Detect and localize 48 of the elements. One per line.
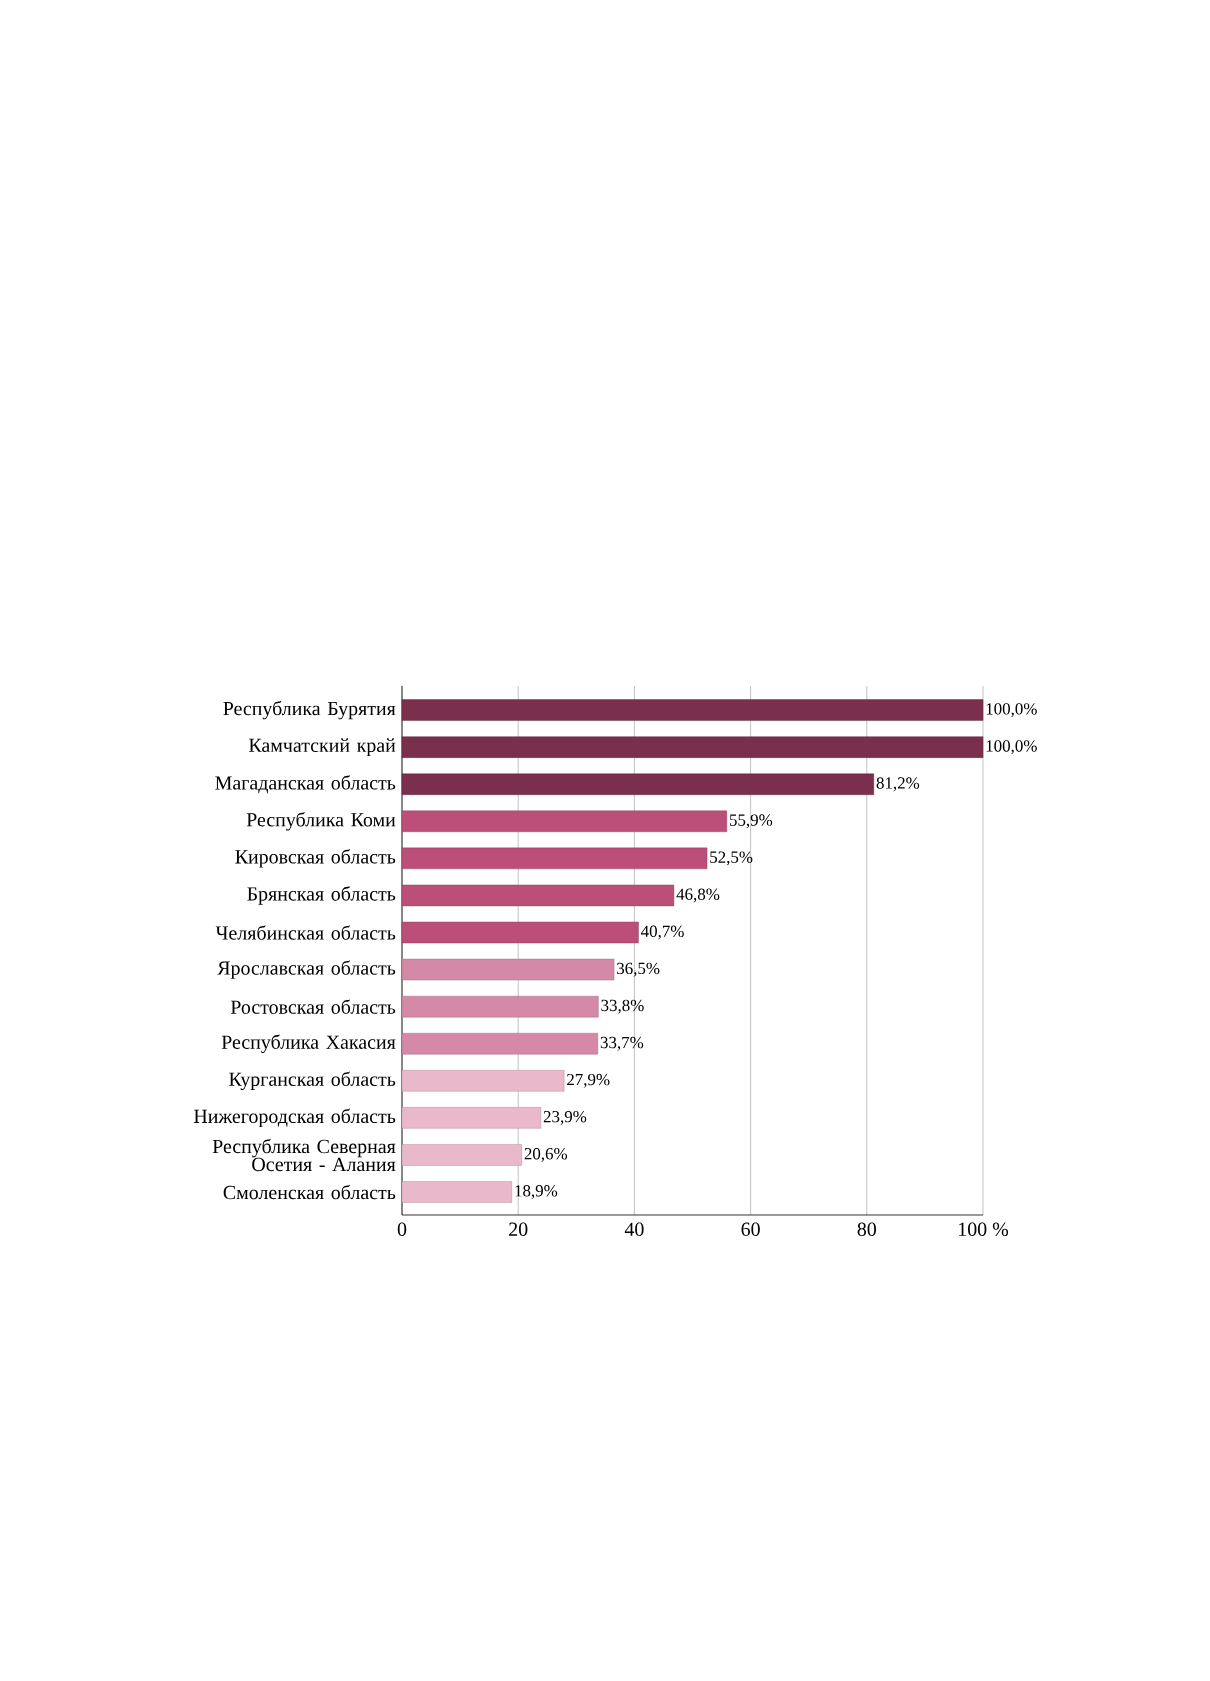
- data-label: 20,6%: [524, 1148, 568, 1162]
- data-label: 23,9%: [543, 1110, 587, 1125]
- data-label: 46,8%: [676, 888, 720, 903]
- x-tick-label: 80: [857, 1222, 877, 1236]
- y-tick-label: Кировская область: [235, 849, 396, 868]
- y-tick-label: Камчатский край: [248, 738, 396, 757]
- y-tick-label: Челябинская область: [215, 925, 396, 940]
- bar: [401, 1181, 513, 1203]
- bar: [401, 773, 874, 795]
- y-tick-label: Республика Бурятия: [223, 700, 396, 720]
- x-tick-label: 20: [509, 1222, 528, 1236]
- y-tick-label: Республика Коми: [246, 812, 396, 831]
- data-label: 33,8%: [601, 999, 644, 1014]
- bar: [401, 921, 639, 944]
- data-label: 33,7%: [600, 1036, 644, 1051]
- x-tick-label: 100 %: [959, 1222, 1009, 1237]
- bar: [401, 1144, 522, 1166]
- data-label: 100,0%: [986, 703, 1037, 718]
- bar: [401, 1070, 565, 1092]
- bar: [401, 1107, 542, 1129]
- data-label: 52,5%: [710, 851, 753, 866]
- x-tick-label: 40: [624, 1222, 644, 1236]
- bar: [401, 958, 615, 981]
- y-tick-label: Смоленская область: [223, 1184, 396, 1200]
- bar: [401, 810, 727, 832]
- y-tick-label: Республика Северная Осетия - Алания: [212, 1138, 396, 1172]
- x-tick-label: 60: [741, 1222, 760, 1236]
- y-tick-label: Республика Хакасия: [221, 1034, 396, 1053]
- y-tick-label: Курганская область: [229, 1071, 396, 1091]
- x-tick-label: 0: [397, 1222, 407, 1236]
- data-label: 27,9%: [567, 1073, 610, 1088]
- bar: [401, 884, 675, 907]
- y-tick-label: Ярославская область: [217, 960, 396, 979]
- bar: [401, 699, 984, 721]
- data-label: 100,0%: [986, 740, 1037, 755]
- data-label: 81,2%: [876, 777, 920, 792]
- bar: [401, 736, 984, 758]
- bar: [401, 995, 599, 1018]
- y-tick-label: Нижегородская область: [193, 1108, 396, 1128]
- y-tick-label: Магаданская область: [215, 775, 396, 794]
- data-label: 40,7%: [641, 925, 684, 940]
- y-tick-label: Ростовская область: [230, 999, 396, 1014]
- data-label: 18,9%: [515, 1185, 558, 1199]
- bar: [401, 1033, 599, 1055]
- data-label: 36,5%: [617, 962, 660, 977]
- y-tick-label: Брянская область: [247, 886, 396, 905]
- bar: [401, 847, 708, 870]
- data-label: 55,9%: [729, 814, 773, 829]
